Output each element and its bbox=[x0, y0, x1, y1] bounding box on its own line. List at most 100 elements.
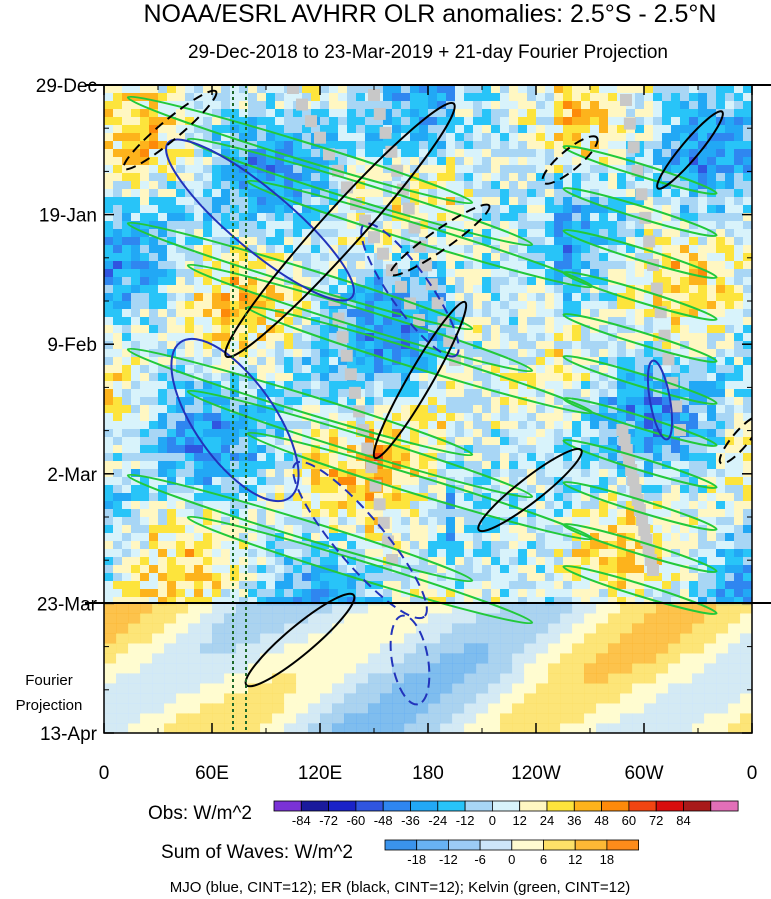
obs-cell bbox=[401, 509, 411, 518]
obs-cell bbox=[140, 461, 150, 470]
obs-cell bbox=[716, 133, 726, 142]
obs-cell bbox=[311, 493, 321, 502]
obs-cell bbox=[482, 469, 492, 478]
obs-cell bbox=[302, 349, 312, 358]
obs-cell bbox=[284, 109, 294, 118]
obs-cell bbox=[473, 565, 483, 574]
obs-cell bbox=[383, 101, 393, 110]
obs-cell bbox=[545, 221, 555, 230]
obs-cell bbox=[392, 253, 402, 262]
obs-cell bbox=[743, 525, 752, 534]
obs-cell bbox=[293, 301, 303, 310]
obs-cell bbox=[167, 173, 177, 182]
obs-cell bbox=[491, 453, 501, 462]
obs-cell bbox=[320, 85, 330, 94]
obs-cell bbox=[464, 525, 474, 534]
projection-cell bbox=[536, 613, 549, 624]
obs-cell bbox=[392, 549, 402, 558]
projection-cell bbox=[128, 623, 141, 634]
obs-cell bbox=[239, 237, 249, 246]
obs-cell bbox=[680, 581, 690, 590]
projection-cell bbox=[740, 633, 752, 644]
projection-cell bbox=[572, 623, 585, 634]
obs-cell bbox=[293, 141, 303, 150]
obs-cell bbox=[365, 293, 375, 302]
obs-cell bbox=[410, 277, 420, 286]
obs-cell bbox=[347, 285, 357, 294]
obs-cell bbox=[590, 197, 600, 206]
obs-cell bbox=[464, 173, 474, 182]
obs-cell bbox=[716, 493, 726, 502]
obs-cell bbox=[104, 453, 114, 462]
obs-cell bbox=[356, 333, 366, 342]
obs-cell bbox=[536, 565, 546, 574]
obs-cell bbox=[392, 469, 402, 478]
projection-cell bbox=[308, 613, 321, 624]
obs-cell bbox=[509, 429, 519, 438]
obs-cell bbox=[122, 333, 132, 342]
obs-cell bbox=[257, 133, 267, 142]
obs-cell bbox=[203, 157, 213, 166]
obs-cell bbox=[410, 549, 420, 558]
obs-cell bbox=[626, 381, 636, 390]
obs-cell bbox=[302, 221, 312, 230]
obs-cell bbox=[338, 125, 348, 134]
obs-cell bbox=[239, 261, 249, 270]
obs-cell bbox=[680, 349, 690, 358]
obs-cell bbox=[104, 589, 114, 598]
obs-cell bbox=[599, 421, 609, 430]
obs-cell bbox=[167, 453, 177, 462]
obs-cell bbox=[698, 109, 708, 118]
obs-cell bbox=[437, 85, 447, 94]
obs-cell bbox=[644, 269, 654, 278]
obs-cell bbox=[554, 125, 564, 134]
obs-cell bbox=[257, 341, 267, 350]
obs-cell bbox=[572, 101, 582, 110]
obs-cell bbox=[680, 589, 690, 598]
obs-cell bbox=[374, 509, 384, 518]
obs-cell bbox=[158, 405, 168, 414]
obs-cell bbox=[167, 141, 177, 150]
obs-cell bbox=[464, 357, 474, 366]
obs-cell bbox=[320, 581, 330, 590]
obs-cell bbox=[329, 181, 339, 190]
obs-cell bbox=[617, 205, 627, 214]
obs-cell bbox=[500, 397, 510, 406]
obs-cell bbox=[464, 205, 474, 214]
obs-cell bbox=[563, 253, 573, 262]
obs-cell bbox=[230, 477, 240, 486]
obs-cell bbox=[608, 157, 618, 166]
obs-cell bbox=[464, 269, 474, 278]
obs-cell bbox=[122, 509, 132, 518]
obs-cell bbox=[410, 349, 420, 358]
obs-cell bbox=[284, 413, 294, 422]
obs-cell bbox=[725, 517, 735, 526]
obs-cell bbox=[725, 533, 735, 542]
obs-cell bbox=[158, 333, 168, 342]
obs-cell bbox=[707, 221, 717, 230]
obs-cell bbox=[410, 389, 420, 398]
obs-cell bbox=[491, 589, 501, 598]
obs-cell bbox=[302, 581, 312, 590]
obs-cell bbox=[491, 557, 501, 566]
obs-cell bbox=[563, 389, 573, 398]
obs-cell bbox=[410, 461, 420, 470]
obs-cell bbox=[518, 277, 528, 286]
obs-cell bbox=[230, 133, 240, 142]
obs-cell bbox=[302, 437, 312, 446]
obs-cell bbox=[518, 237, 528, 246]
obs-cell bbox=[410, 293, 420, 302]
obs-cell bbox=[293, 125, 303, 134]
obs-cell bbox=[392, 229, 402, 238]
obs-cell bbox=[455, 413, 465, 422]
obs-cell bbox=[536, 269, 546, 278]
obs-cell bbox=[581, 365, 591, 374]
obs-cell bbox=[104, 549, 114, 558]
obs-cell bbox=[626, 301, 636, 310]
obs-cell bbox=[581, 349, 591, 358]
obs-cell bbox=[590, 205, 600, 214]
obs-cell bbox=[212, 413, 222, 422]
obs-cell bbox=[302, 597, 312, 606]
obs-cell bbox=[311, 157, 321, 166]
obs-cell bbox=[212, 589, 222, 598]
